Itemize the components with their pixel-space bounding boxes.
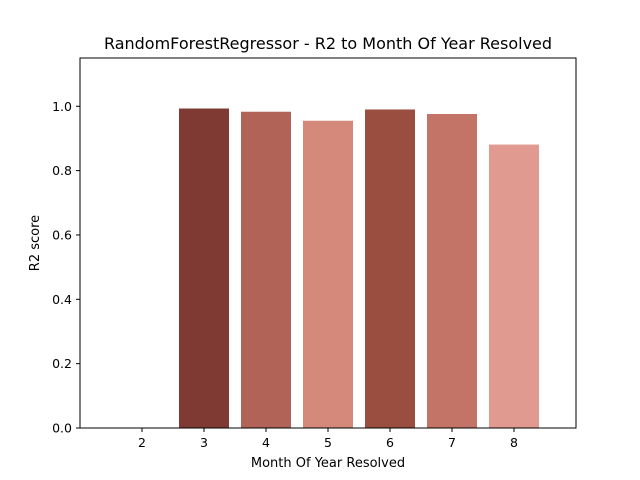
bar-3 [179,108,229,428]
x-tick-label: 8 [510,435,518,450]
y-tick-label: 0.2 [52,356,72,371]
bars-group [179,108,539,428]
x-tick-label: 2 [138,435,146,450]
y-tick-label: 0.6 [52,227,72,242]
chart-title: RandomForestRegressor - R2 to Month Of Y… [104,34,552,53]
y-axis-ticks: 0.0 0.2 0.4 0.6 0.8 1.0 [52,99,80,436]
bar-6 [365,109,415,428]
x-axis-ticks: 2 3 4 5 6 7 8 [138,428,518,450]
x-tick-label: 6 [386,435,394,450]
y-tick-label: 0.8 [52,163,72,178]
x-axis-label: Month Of Year Resolved [251,456,405,471]
x-tick-label: 4 [262,435,270,450]
x-tick-label: 3 [200,435,208,450]
y-tick-label: 1.0 [52,99,72,114]
bar-8 [489,144,539,428]
bar-5 [303,120,353,428]
bar-7 [427,113,477,428]
x-tick-label: 5 [324,435,332,450]
y-tick-label: 0.0 [52,421,72,436]
bar-4 [241,111,291,428]
y-axis-label: R2 score [28,215,43,271]
y-tick-label: 0.4 [52,292,72,307]
x-tick-label: 7 [448,435,456,450]
plot-frame [79,57,577,429]
